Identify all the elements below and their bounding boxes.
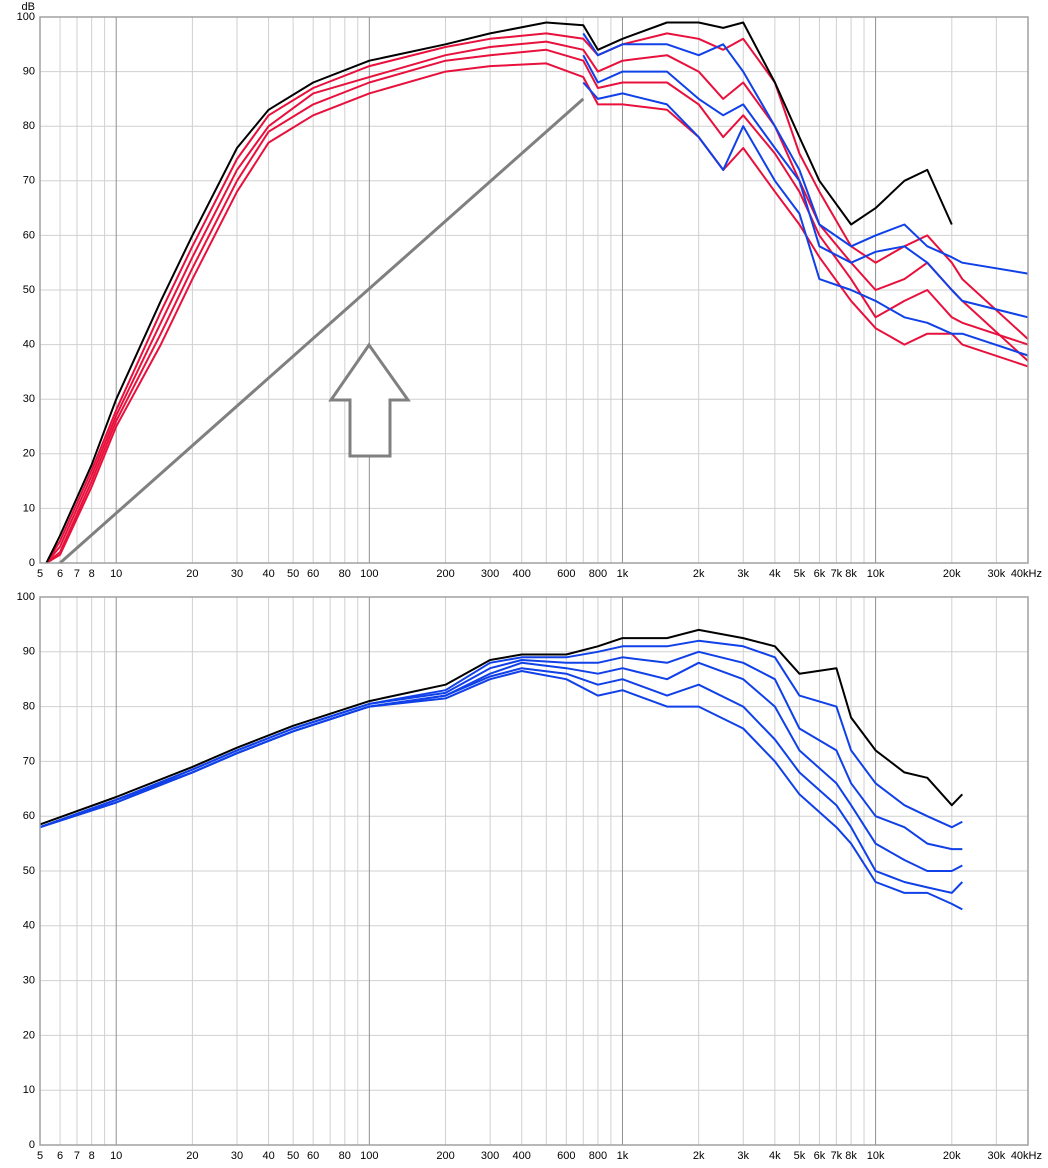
x-tick-label: 800 bbox=[589, 568, 607, 580]
x-tick-label: 8 bbox=[89, 1150, 95, 1162]
series-line bbox=[59, 97, 585, 565]
series-line bbox=[45, 48, 1029, 564]
plot: 0 10 20 30 40 50 60 70 80 90 100 5 6 7 8 10 20 30 40 50 60 80… bbox=[17, 591, 1042, 1162]
x-tick-label: 30 bbox=[231, 568, 243, 580]
x-tick-label: 30k bbox=[987, 568, 1005, 580]
x-tick-label: 7 bbox=[74, 568, 80, 580]
x-tick-label: 2k bbox=[693, 568, 705, 580]
y-tick-label: 30 bbox=[23, 975, 35, 987]
y-tick-label: 20 bbox=[23, 448, 35, 460]
x-tick-label: 10 bbox=[110, 1150, 122, 1162]
y-tick-label: 90 bbox=[23, 66, 35, 78]
x-tick-label: 600 bbox=[557, 1150, 575, 1162]
y-tick-label: 40 bbox=[23, 920, 35, 932]
x-tick-label: 2k bbox=[693, 1150, 705, 1162]
series-line bbox=[45, 40, 1029, 564]
y-tick-label: 70 bbox=[23, 175, 35, 187]
y-tick-label: 0 bbox=[29, 1139, 35, 1151]
plot-frame bbox=[39, 16, 1029, 564]
x-tick-label: 80 bbox=[339, 1150, 351, 1162]
x-tick-label: 3k bbox=[737, 1150, 749, 1162]
y-tick-label: 90 bbox=[23, 646, 35, 658]
x-tick-label: 20k bbox=[943, 568, 961, 580]
x-tick-label: 40kHz bbox=[1011, 568, 1042, 580]
series-line bbox=[582, 54, 1029, 319]
x-tick-label: 4k bbox=[769, 1150, 781, 1162]
x-tick-label: 6 bbox=[57, 1150, 63, 1162]
x-tick-label: 6k bbox=[814, 568, 826, 580]
y-tick-label: 0 bbox=[29, 557, 35, 569]
x-tick-label: 300 bbox=[481, 1150, 499, 1162]
x-tick-label: 7k bbox=[831, 568, 843, 580]
series-line bbox=[45, 21, 953, 564]
x-tick-label: 6 bbox=[57, 568, 63, 580]
x-tick-label: 6k bbox=[814, 1150, 826, 1162]
y-tick-label: 10 bbox=[23, 502, 35, 514]
y-tick-label: 100 bbox=[17, 591, 35, 603]
plot-frame bbox=[39, 596, 1029, 1146]
y-tick-label: 80 bbox=[23, 120, 35, 132]
x-tick-label: 400 bbox=[513, 568, 531, 580]
x-tick-label: 40kHz bbox=[1011, 1150, 1042, 1162]
y-tick-label: 50 bbox=[23, 284, 35, 296]
x-tick-label: 8k bbox=[845, 1150, 857, 1162]
series-line bbox=[39, 670, 963, 911]
x-tick-label: 4k bbox=[769, 568, 781, 580]
x-tick-label: 50 bbox=[287, 568, 299, 580]
x-tick-label: 3k bbox=[737, 568, 749, 580]
x-tick-label: 7k bbox=[831, 1150, 843, 1162]
x-tick-label: 5k bbox=[794, 568, 806, 580]
x-tick-label: 5k bbox=[794, 1150, 806, 1162]
x-tick-label: 10k bbox=[867, 568, 885, 580]
x-tick-label: 8 bbox=[89, 568, 95, 580]
x-tick-label: 60 bbox=[307, 1150, 319, 1162]
x-tick-label: 5 bbox=[37, 1150, 43, 1162]
y-tick-label: 60 bbox=[23, 810, 35, 822]
x-tick-label: 20k bbox=[943, 1150, 961, 1162]
arrow-shape bbox=[328, 342, 411, 458]
x-tick-label: 400 bbox=[513, 1150, 531, 1162]
x-tick-label: 200 bbox=[436, 1150, 454, 1162]
x-tick-label: 1k bbox=[617, 1150, 629, 1162]
x-tick-label: 8k bbox=[845, 568, 857, 580]
y-tick-label: 40 bbox=[23, 339, 35, 351]
y-tick-label: 60 bbox=[23, 229, 35, 241]
plot: 0 10 20 30 40 50 60 70 80 90 100 5 6 7 8 10 20 30 40 50 60 80… bbox=[17, 1, 1042, 580]
y-tick-label: 80 bbox=[23, 701, 35, 713]
x-tick-label: 50 bbox=[287, 1150, 299, 1162]
x-tick-label: 30k bbox=[987, 1150, 1005, 1162]
x-tick-label: 100 bbox=[360, 1150, 378, 1162]
series-line bbox=[582, 32, 1029, 275]
x-tick-label: 40 bbox=[262, 568, 274, 580]
series-line bbox=[45, 62, 1029, 564]
series-line bbox=[39, 628, 964, 826]
x-tick-label: 40 bbox=[262, 1150, 274, 1162]
x-tick-label: 200 bbox=[436, 568, 454, 580]
x-tick-label: 7 bbox=[74, 1150, 80, 1162]
y-tick-label: 70 bbox=[23, 755, 35, 767]
x-tick-label: 100 bbox=[360, 568, 378, 580]
x-tick-label: 30 bbox=[231, 1150, 243, 1162]
series-line bbox=[39, 650, 963, 851]
x-tick-label: 20 bbox=[186, 1150, 198, 1162]
x-tick-label: 300 bbox=[481, 568, 499, 580]
x-tick-label: 10 bbox=[110, 568, 122, 580]
x-tick-label: 1k bbox=[617, 568, 629, 580]
y-axis-label: dB bbox=[22, 1, 35, 13]
y-tick-label: 100 bbox=[17, 11, 35, 23]
x-tick-label: 5 bbox=[37, 568, 43, 580]
y-tick-label: 20 bbox=[23, 1029, 35, 1041]
y-tick-label: 30 bbox=[23, 393, 35, 405]
series-line bbox=[582, 81, 1029, 357]
x-tick-label: 60 bbox=[307, 568, 319, 580]
y-tick-label: 50 bbox=[23, 865, 35, 877]
x-tick-label: 20 bbox=[186, 568, 198, 580]
y-tick-label: 10 bbox=[23, 1084, 35, 1096]
x-tick-label: 10k bbox=[867, 1150, 885, 1162]
x-tick-label: 80 bbox=[339, 568, 351, 580]
x-tick-label: 600 bbox=[557, 568, 575, 580]
x-tick-label: 800 bbox=[589, 1150, 607, 1162]
